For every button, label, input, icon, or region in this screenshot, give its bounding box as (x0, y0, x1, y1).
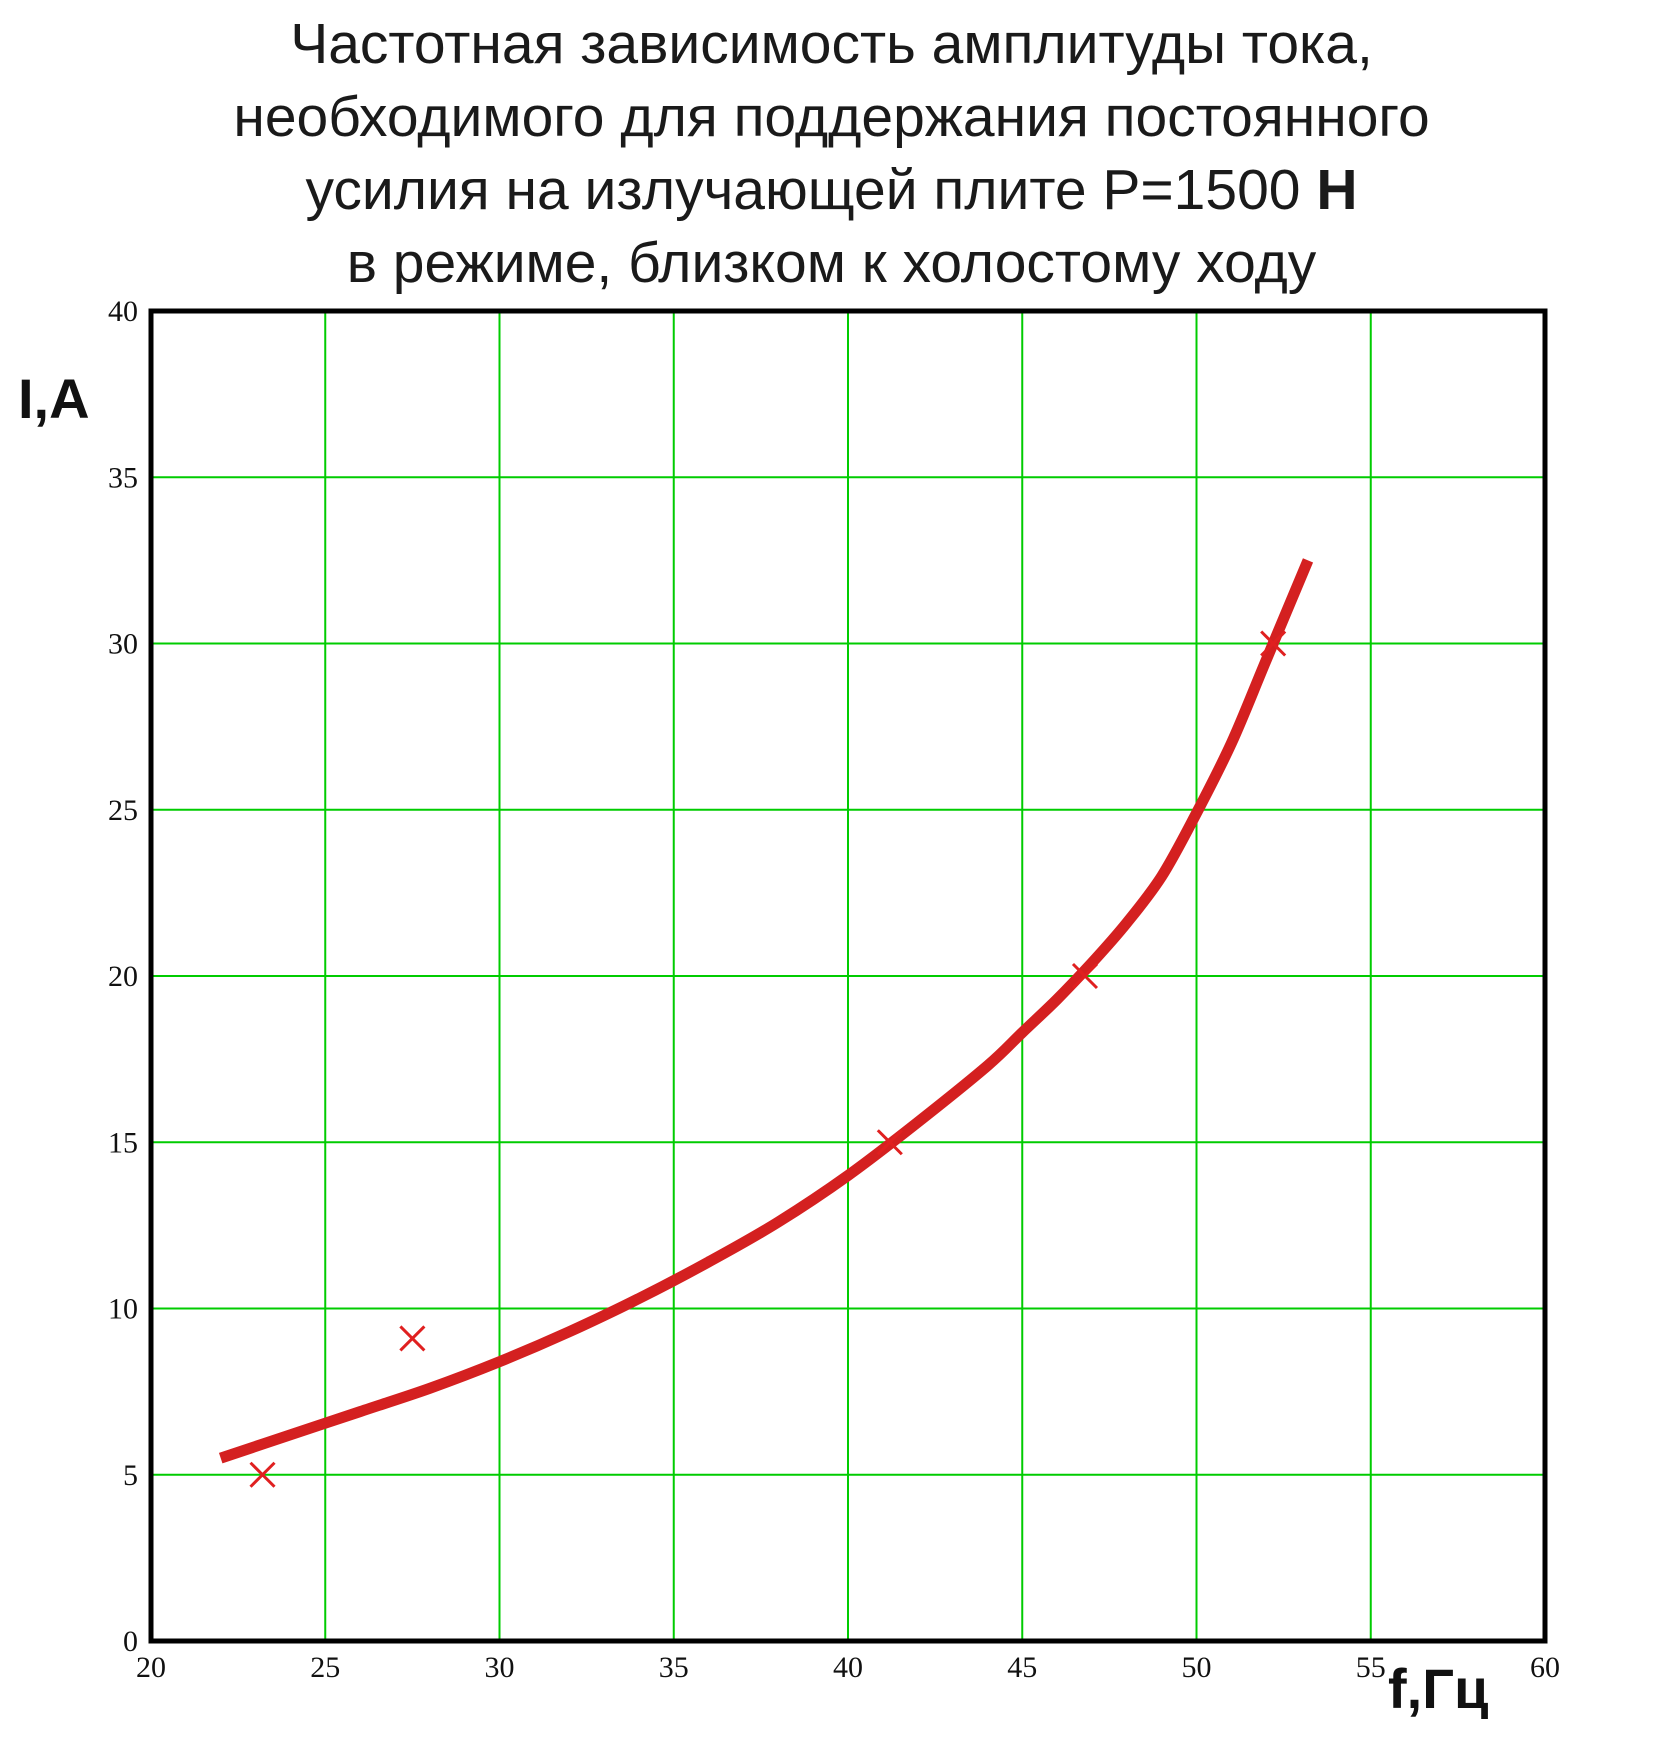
y-tick-label: 25 (108, 794, 138, 827)
y-tick-label: 20 (108, 960, 138, 993)
title-line-3-text: усилия на излучающей плите P=1500 (305, 158, 1317, 222)
y-tick-label: 30 (108, 628, 138, 661)
title-line-3: усилия на излучающей плите P=1500 Н (40, 154, 1623, 227)
y-tick-label: 40 (108, 295, 138, 328)
grid (151, 311, 1545, 1641)
x-tick-label: 20 (136, 1651, 166, 1684)
y-tick-label: 10 (108, 1293, 138, 1326)
data-point-marker (399, 1325, 426, 1352)
marker-stroke (1071, 962, 1099, 990)
x-tick-label: 50 (1182, 1651, 1212, 1684)
chart-title: Частотная зависимость амплитуды тока, не… (40, 8, 1623, 300)
tick-labels: 20 25 30 35 40 45 50 55 60 0 5 10 15 20 25 30 35 40 (108, 295, 1560, 1684)
x-axis-label: f,Гц (1388, 1657, 1488, 1720)
data-point-marker (1260, 630, 1287, 657)
x-tick-label: 55 (1356, 1651, 1386, 1684)
data-point-marker (249, 1461, 276, 1488)
y-axis-label: I,A (18, 367, 90, 430)
plot-frame (148, 308, 1548, 1644)
marker-stroke (1260, 630, 1287, 657)
y-tick-label: 35 (108, 461, 138, 494)
title-line-4: в режиме, близком к холостому ходу (346, 231, 1317, 295)
y-tick-label: 5 (123, 1459, 138, 1492)
x-tick-label: 35 (659, 1651, 689, 1684)
marker-stroke (249, 1461, 276, 1488)
x-tick-label: 45 (1007, 1651, 1037, 1684)
x-tick-label: 30 (485, 1651, 515, 1684)
y-tick-label: 15 (108, 1126, 138, 1159)
title-unit-newton: Н (1316, 158, 1358, 222)
marker-stroke (399, 1325, 426, 1352)
x-tick-label: 25 (310, 1651, 340, 1684)
data-point-marker (1071, 962, 1099, 990)
plot-border (148, 308, 1548, 1644)
fitted-curve (218, 558, 1314, 1464)
x-tick-label: 60 (1530, 1651, 1560, 1684)
data-point-marker (876, 1129, 903, 1156)
marker-stroke (876, 1129, 903, 1156)
title-line-2: необходимого для поддержания постоянного (233, 85, 1430, 149)
x-tick-label: 40 (833, 1651, 863, 1684)
title-line-1: Частотная зависимость амплитуды тока, (290, 12, 1373, 76)
y-tick-label: 0 (123, 1625, 138, 1658)
data-series (218, 558, 1314, 1488)
